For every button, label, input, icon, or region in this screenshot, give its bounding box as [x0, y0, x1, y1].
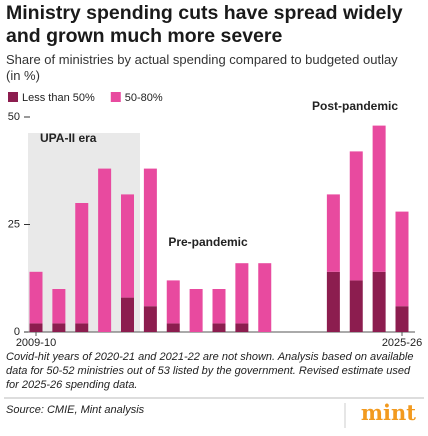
source: Source: CMIE, Mint analysis [6, 404, 145, 416]
bar-segment [212, 323, 226, 332]
x-tick-label: 2025-26 [382, 337, 422, 349]
bar-segment [212, 289, 226, 324]
annotation: Pre-pandemic [168, 235, 248, 249]
bar-segment [98, 168, 112, 332]
x-tick-label: 2009-10 [16, 337, 56, 349]
annotation: UPA-II era [40, 131, 97, 145]
legend-swatch [8, 92, 18, 102]
bar-segment [258, 263, 272, 332]
footnote: Covid-hit years of 2020-21 and 2021-22 a… [6, 351, 414, 391]
bar-segment [52, 323, 66, 332]
legend-swatch [110, 92, 121, 102]
chart-title: Ministry spending cuts have spread widel… [6, 2, 403, 47]
bar-segment [235, 263, 249, 324]
legend-label: 50-80% [125, 92, 163, 104]
y-tick-label: 25 [8, 218, 20, 230]
bar-segment [235, 323, 249, 332]
bar-segment [395, 211, 409, 307]
bar-segment [166, 323, 180, 332]
logo: mint [360, 400, 416, 425]
bar-segment [349, 280, 363, 332]
y-tick-label: 0 [14, 326, 20, 338]
bar-segment [29, 271, 43, 324]
bar-segment [29, 323, 43, 332]
annotation: Post-pandemic [312, 99, 398, 113]
bar-segment [121, 297, 134, 332]
bar-segment [52, 289, 66, 324]
bar-segment [75, 323, 89, 332]
bar-segment [166, 280, 180, 324]
bar-segment [121, 194, 134, 298]
y-tick-label: 50 [8, 111, 20, 123]
bar-segment [189, 289, 203, 332]
bar-segment [326, 271, 340, 332]
bar-segment [372, 125, 386, 272]
chart-subtitle: Share of ministries by actual spending c… [6, 52, 398, 83]
bar-segment [349, 151, 363, 281]
bar-segment [326, 194, 340, 272]
bar-segment [372, 271, 386, 332]
bar-segment [143, 168, 157, 307]
bar-segment [395, 306, 409, 332]
bar-segment [143, 306, 157, 332]
legend-label: Less than 50% [22, 92, 95, 104]
bar-segment [75, 203, 89, 324]
